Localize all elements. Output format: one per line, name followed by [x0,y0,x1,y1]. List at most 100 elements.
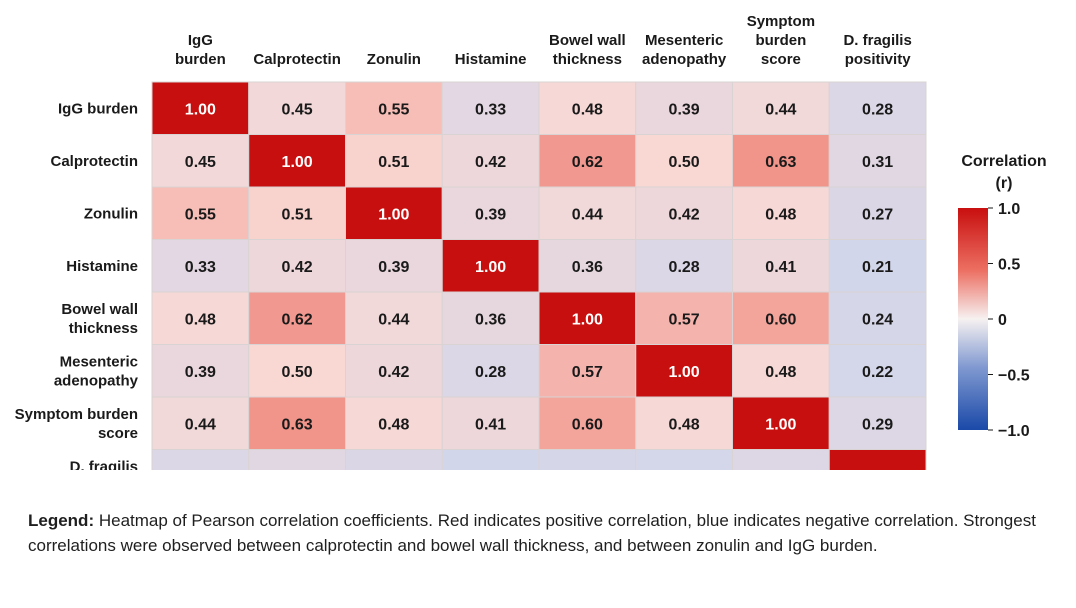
cell-value: 0.50 [669,154,700,171]
heatmap-cell [538,239,637,293]
cell-value: 1.00 [378,206,409,223]
col-label-igg-burden: IgG burden [175,32,226,68]
heatmap-cell [732,344,830,398]
heatmap-cell [538,344,637,398]
heatmap-cell [732,449,830,470]
heatmap-cell [732,186,830,240]
cell-value: 0.48 [765,364,796,381]
heatmap-cell [635,449,733,470]
heatmap-cell [441,291,540,345]
cell-value: 0.55 [185,206,216,223]
cell-value: 0.21 [475,469,506,470]
heatmap-cell [151,81,250,135]
cell-value: 1.00 [572,311,603,328]
col-label-calprotectin: Calprotectin [253,51,341,68]
correlation-heatmap: IgG burden Calprotectin Zonulin Histamine Bow… [15,13,1047,470]
heatmap-cell [635,134,733,188]
cell-value: 0.60 [572,416,603,433]
cell-value: 0.33 [475,101,506,118]
cell-value: 0.44 [185,416,216,433]
cell-value: 0.45 [185,154,216,171]
cell-value: 0.28 [669,259,700,276]
cell-value: 0.42 [282,259,313,276]
row-label-histamine: Histamine [66,258,138,275]
heatmap-cell [151,186,250,240]
colorbar-tick-label: 1.0 [998,201,1020,218]
cell-value: 0.44 [378,311,409,328]
colorbar-tick-label: 0 [998,312,1007,329]
col-label-bowel-wall-thickness: Bowel wall thickness [549,32,626,68]
cell-value: 0.21 [862,259,893,276]
colorbar-tick-label: 0.5 [998,257,1020,274]
column-labels: IgG burden Calprotectin Zonulin Histamine Bow… [175,13,912,68]
row-label-calprotectin: Calprotectin [50,153,138,170]
cell-value: 0.44 [765,101,796,118]
cell-value: 0.51 [282,206,313,223]
heatmap-cell [345,81,443,135]
cell-value: 0.28 [185,469,216,470]
cell-value: 0.62 [282,311,313,328]
cell-value: 0.39 [475,206,506,223]
heatmap-cell [345,344,443,398]
heatmap-cell [538,396,637,450]
col-label-d-fragilis-positivity: D. fragilis positivity [843,32,911,68]
heatmap-cell [635,81,733,135]
cell-value: 0.24 [572,469,603,470]
cell-value: 1.00 [282,154,313,171]
heatmap-cell [828,134,927,188]
row-label-igg-burden: IgG burden [58,100,138,117]
cell-value: 0.36 [572,259,603,276]
heatmap-cell [538,291,637,345]
col-label-zonulin: Zonulin [367,51,421,68]
heatmap-cell [441,81,540,135]
heatmap-cell [345,449,443,470]
cell-value: 0.31 [862,154,893,171]
legend-lead: Legend: [28,511,95,530]
heatmap-cell [151,449,250,470]
cell-value: 1.00 [862,469,893,470]
heatmap-cell [732,239,830,293]
cell-value: 0.48 [185,311,216,328]
heatmap-cell [635,186,733,240]
colorbar-tick-label: −1.0 [998,423,1030,440]
cell-value: 0.48 [765,206,796,223]
legend-text: Heatmap of Pearson correlation coefficie… [28,511,1036,555]
cell-value: 0.41 [475,416,506,433]
col-label-histamine: Histamine [455,51,527,68]
cell-value: 0.22 [862,364,893,381]
heatmap-cell [441,449,540,470]
cell-value: 0.22 [669,469,700,470]
cell-value: 0.24 [862,311,893,328]
col-label-mesenteric-adenopathy: Mesenteric adenopathy [642,32,727,68]
cell-value: 0.57 [669,311,700,328]
heatmap-cell [248,134,346,188]
colorbar-tick-label: −0.5 [998,368,1030,385]
cell-value: 0.41 [765,259,796,276]
heatmap-cell [732,291,830,345]
cell-value: 0.31 [282,469,313,470]
heatmap-cell [441,134,540,188]
cell-value: 0.62 [572,154,603,171]
cell-value: 0.42 [475,154,506,171]
cell-value: 1.00 [765,416,796,433]
row-labels: IgG burden Calprotectin Zonulin Histamine Bo… [15,100,139,470]
cell-value: 0.39 [185,364,216,381]
heatmap-cell [828,449,927,470]
heatmap-cell [248,344,346,398]
heatmap-cell [732,396,830,450]
heatmap-cell [635,344,733,398]
heatmap-cell [828,81,927,135]
cell-value: 0.51 [378,154,409,171]
cell-value: 0.57 [572,364,603,381]
cell-value: 0.45 [282,101,313,118]
cell-value: 0.48 [669,416,700,433]
cell-value: 0.28 [475,364,506,381]
heatmap-cell [635,396,733,450]
heatmap-cells: 1.00 0.45 0.55 0.33 0.48 0.39 0.44 0.28 0.45 1.00… [151,81,927,470]
heatmap-cell [441,186,540,240]
heatmap-cell [828,291,927,345]
figure-legend: Legend: Heatmap of Pearson correlation c… [28,508,1048,558]
heatmap-cell [345,396,443,450]
row-label-zonulin: Zonulin [84,205,138,222]
